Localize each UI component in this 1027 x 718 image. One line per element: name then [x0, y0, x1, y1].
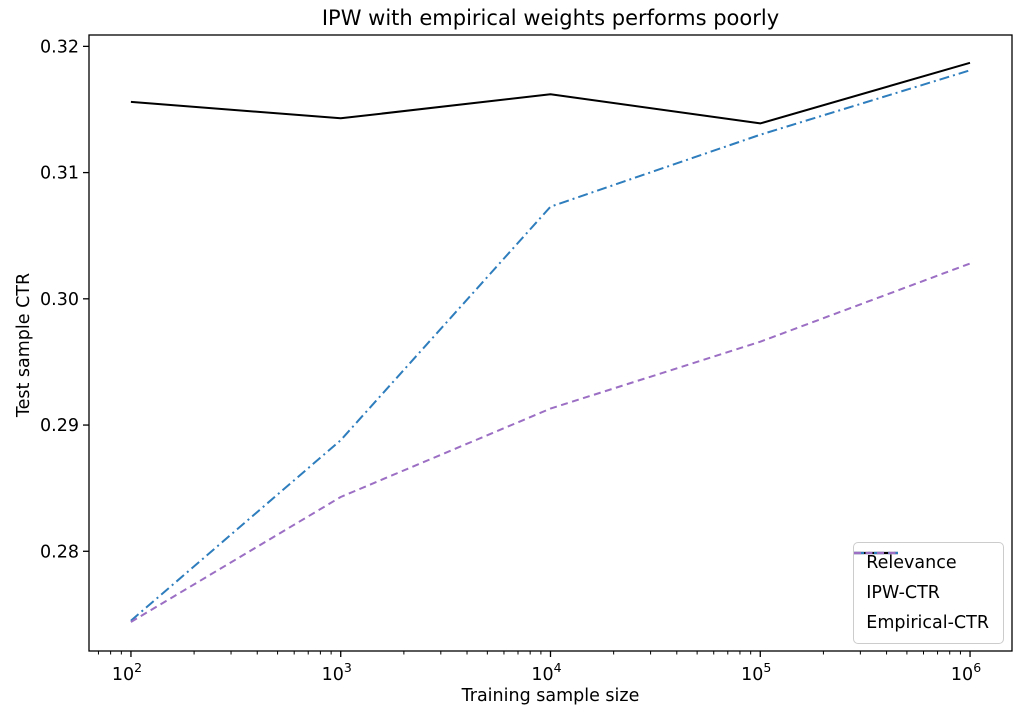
- legend-label: IPW-CTR: [866, 583, 940, 603]
- legend-item-ipw-ctr: IPW-CTR: [854, 551, 989, 604]
- y-tick-label: 0.28: [40, 542, 79, 562]
- legend-label: Empirical-CTR: [866, 613, 989, 633]
- empirical-ctr-line-sample-icon: [854, 551, 899, 555]
- x-tick-label: 102: [112, 660, 142, 685]
- x-tick-label: 103: [322, 660, 352, 685]
- y-tick-label: 0.32: [40, 37, 79, 57]
- y-tick-label: 0.31: [40, 164, 79, 184]
- x-tick-label: 104: [531, 660, 561, 685]
- legend-label: Relevance: [866, 553, 957, 573]
- legend: Relevance IPW-CTR Empirical-CTR: [853, 542, 1004, 644]
- ipw-ctr-line-sample-icon: [854, 551, 899, 555]
- series-line-empirical-ctr: [130, 262, 971, 623]
- series-line-ipw-ctr: [130, 69, 971, 622]
- y-tick-label: 0.30: [40, 290, 79, 310]
- y-tick-label: 0.29: [40, 416, 79, 436]
- chart-title: IPW with empirical weights performs poor…: [321, 6, 780, 30]
- x-tick-label: 106: [951, 660, 981, 685]
- legend-item-empirical-ctr: Empirical-CTR: [854, 551, 989, 634]
- x-tick-label: 105: [741, 660, 771, 685]
- series-line-relevance: [130, 61, 971, 125]
- x-axis-label: Training sample size: [461, 686, 640, 706]
